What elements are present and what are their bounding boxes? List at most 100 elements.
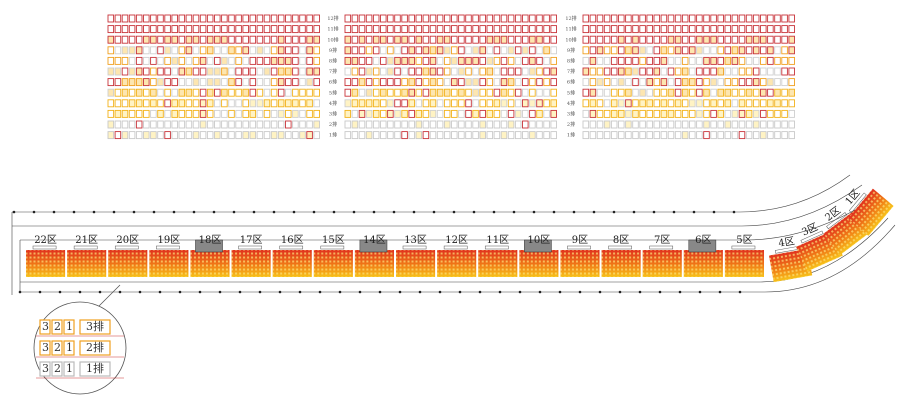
seat: [429, 56, 437, 65]
seat: [731, 14, 739, 23]
seat: [443, 35, 451, 44]
seat: [667, 67, 675, 76]
seat: [660, 14, 668, 23]
seat: [387, 56, 394, 65]
seat: [514, 99, 522, 108]
seat: [774, 109, 781, 118]
seat: [249, 14, 257, 23]
seat: [472, 56, 479, 65]
seat: [365, 88, 373, 97]
seat: [277, 131, 285, 140]
seat: [380, 109, 387, 118]
seat: [458, 56, 465, 65]
seat: [408, 99, 415, 108]
seat: [653, 109, 661, 118]
seat: [500, 88, 508, 97]
post: [472, 210, 476, 214]
seat: [653, 35, 661, 44]
seat: [164, 67, 171, 76]
seat: [380, 88, 387, 97]
seat: [164, 131, 171, 140]
seat: [277, 35, 285, 44]
seat: [724, 131, 732, 140]
seat: [443, 25, 451, 34]
seat: [114, 35, 122, 44]
seat: [344, 99, 352, 108]
seat: [543, 120, 550, 129]
seat: [143, 99, 150, 108]
seat: [143, 14, 150, 23]
seat: [380, 78, 387, 87]
seat: [667, 88, 675, 97]
seat: [192, 14, 200, 23]
seat: [451, 109, 458, 118]
seat: [365, 14, 373, 23]
seat: [774, 25, 781, 34]
seat: [603, 120, 611, 129]
seat: [667, 109, 675, 118]
seat: [401, 99, 408, 108]
seat: [306, 131, 313, 140]
inset-row-box: [79, 340, 111, 356]
seat: [681, 109, 689, 118]
seat: [752, 109, 760, 118]
seat: [107, 35, 115, 44]
seat: [536, 120, 543, 129]
seat: [582, 56, 590, 65]
seat: [710, 131, 717, 140]
seat: [451, 56, 458, 65]
seat: [422, 67, 430, 76]
seat: [536, 131, 543, 140]
seat: [632, 78, 639, 87]
seat: [344, 14, 352, 23]
seat: [589, 14, 597, 23]
seat: [429, 109, 437, 118]
inset-seat-label: 1: [66, 341, 73, 354]
seat: [500, 14, 508, 23]
post: [292, 210, 296, 214]
seat: [681, 120, 689, 129]
seat: [596, 109, 604, 118]
seat: [351, 120, 359, 129]
seat: [639, 88, 646, 97]
post: [72, 210, 76, 214]
seat: [536, 35, 543, 44]
seat: [603, 46, 611, 55]
seat: [731, 56, 739, 65]
seat: [150, 109, 157, 118]
seat: [121, 131, 129, 140]
seat: [263, 14, 271, 23]
seat: [313, 25, 320, 34]
post: [32, 210, 36, 214]
seat: [242, 120, 249, 129]
post: [58, 290, 62, 294]
seat: [788, 25, 795, 34]
seat: [543, 67, 550, 76]
seat: [653, 25, 661, 34]
seat: [458, 120, 465, 129]
seat: [114, 46, 122, 55]
seat: [465, 88, 472, 97]
seat: [674, 131, 682, 140]
seat: [214, 25, 221, 34]
seat: [408, 120, 415, 129]
seat: [667, 25, 675, 34]
seat: [774, 67, 781, 76]
seat: [387, 67, 394, 76]
seat: [256, 88, 264, 97]
seat: [767, 78, 774, 87]
seat: [351, 131, 359, 140]
seat: [306, 46, 313, 55]
seat: [135, 35, 143, 44]
seat: [710, 35, 717, 44]
seat: [660, 88, 668, 97]
seat: [249, 88, 257, 97]
seat: [465, 109, 472, 118]
seat: [429, 35, 437, 44]
seat: [479, 25, 486, 34]
seat: [199, 99, 207, 108]
seat: [436, 78, 444, 87]
seat: [774, 88, 781, 97]
seat: [365, 131, 373, 140]
seat: [178, 99, 186, 108]
